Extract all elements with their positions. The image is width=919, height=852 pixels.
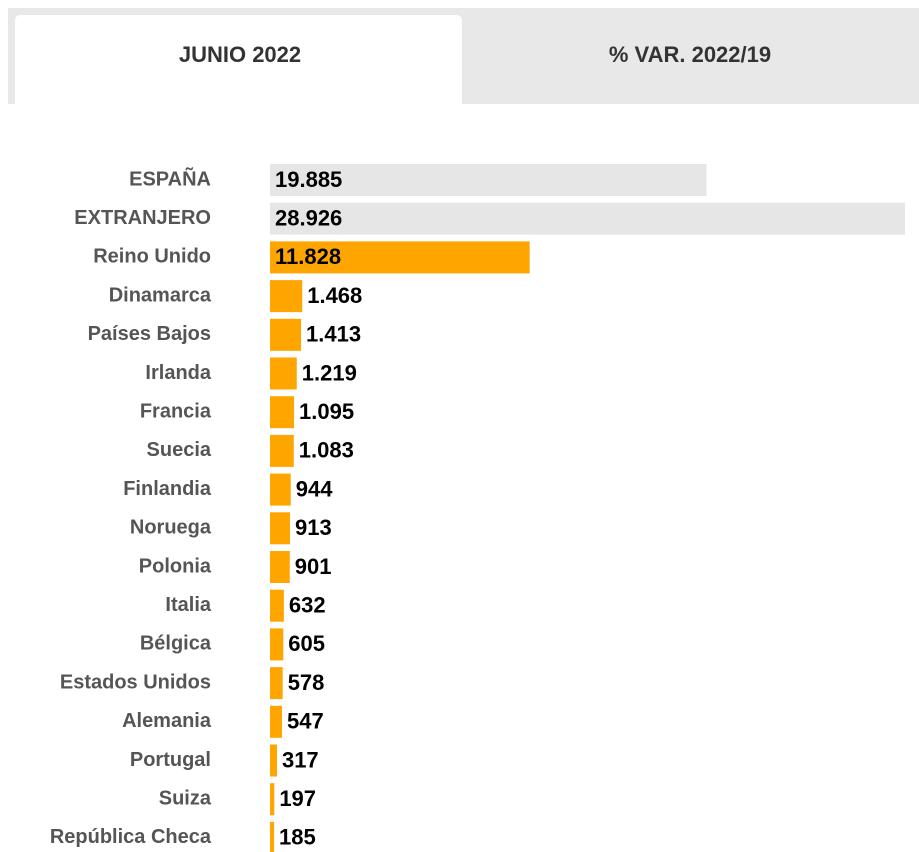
bar — [270, 783, 275, 816]
value-label: 19.885 — [275, 167, 342, 192]
tab-label[interactable]: JUNIO 2022 — [179, 42, 301, 67]
category-label: Polonia — [139, 555, 212, 577]
category-label: Irlanda — [145, 362, 211, 384]
category-label: República Checa — [50, 826, 212, 848]
value-label: 185 — [279, 825, 316, 850]
category-label: Italia — [165, 594, 211, 616]
bar — [270, 705, 283, 738]
value-label: 317 — [282, 747, 319, 772]
bar — [270, 164, 707, 196]
bar — [270, 357, 297, 390]
category-label: Bélgica — [140, 633, 212, 655]
value-label: 197 — [279, 786, 316, 811]
bar — [270, 434, 294, 467]
value-label: 632 — [289, 593, 326, 618]
value-label: 1.468 — [307, 283, 362, 308]
category-label: Suiza — [159, 787, 212, 809]
value-label: 547 — [287, 709, 324, 734]
value-label: 578 — [288, 670, 325, 695]
bar — [270, 744, 277, 777]
bar — [270, 821, 275, 852]
category-label: Portugal — [130, 749, 211, 771]
active-tab[interactable] — [15, 15, 462, 104]
category-label: Noruega — [130, 517, 212, 539]
value-label: 1.095 — [299, 399, 354, 424]
category-label: Francia — [140, 400, 212, 422]
tab-label[interactable]: % VAR. 2022/19 — [609, 42, 771, 67]
bar — [270, 628, 284, 661]
bar — [270, 202, 905, 235]
value-label: 944 — [296, 476, 333, 501]
value-label: 913 — [295, 515, 332, 540]
category-label: Estados Unidos — [60, 671, 211, 693]
category-label: EXTRANJERO — [74, 207, 211, 229]
value-label: 605 — [288, 631, 325, 656]
bar — [270, 473, 291, 506]
category-label: Reino Unido — [93, 246, 211, 268]
category-label: Dinamarca — [109, 284, 212, 306]
value-label: 11.828 — [275, 244, 341, 269]
bar — [270, 512, 291, 545]
bar — [270, 667, 283, 700]
value-label: 28.926 — [275, 206, 342, 231]
value-label: 1.413 — [306, 322, 361, 347]
bar — [270, 280, 303, 313]
bar — [270, 551, 290, 583]
value-label: 1.083 — [299, 438, 354, 463]
bar — [270, 589, 284, 622]
value-label: 901 — [295, 554, 332, 579]
bar — [270, 241, 530, 274]
category-label: Finlandia — [123, 478, 212, 500]
category-label: Países Bajos — [88, 323, 211, 345]
bar — [270, 318, 302, 351]
category-label: Suecia — [147, 439, 212, 461]
category-label: Alemania — [122, 710, 212, 732]
value-label: 1.219 — [302, 360, 357, 385]
category-label: ESPAÑA — [129, 167, 211, 190]
bar — [270, 396, 295, 429]
